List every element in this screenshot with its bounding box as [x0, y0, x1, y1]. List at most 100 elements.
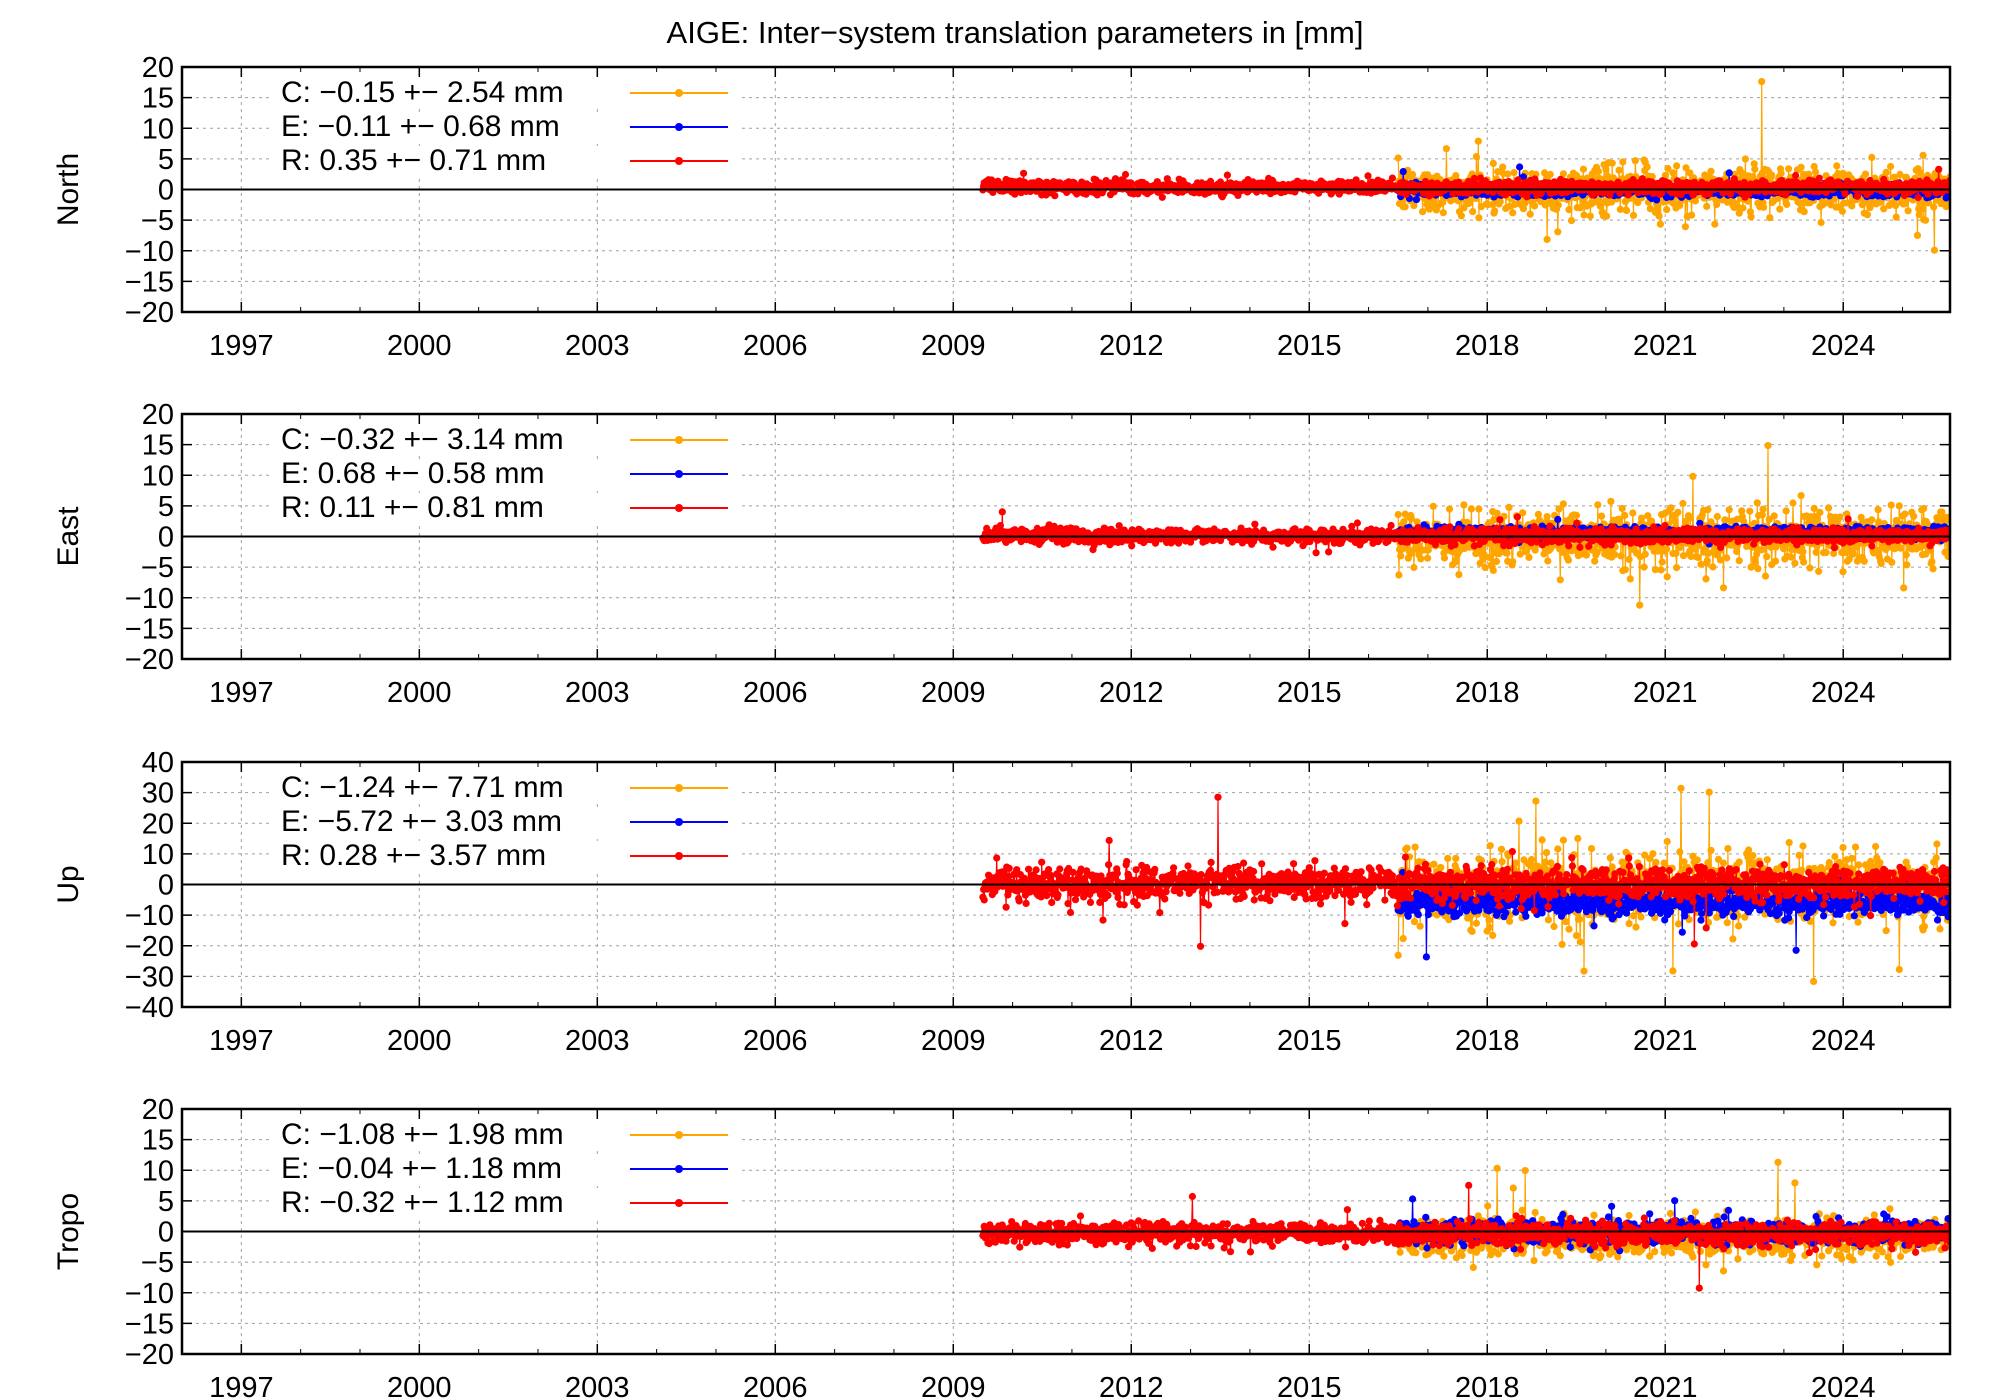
data-point — [1930, 203, 1938, 211]
data-point — [1694, 553, 1702, 562]
data-point — [1813, 515, 1821, 523]
data-point — [1401, 203, 1409, 211]
data-point — [1719, 584, 1728, 592]
data-point — [1929, 565, 1937, 573]
data-point — [1629, 509, 1637, 517]
data-point — [1833, 162, 1841, 170]
data-point — [1480, 550, 1488, 558]
data-point — [1460, 204, 1468, 212]
data-point — [1616, 515, 1624, 524]
data-point — [1618, 504, 1626, 513]
data-point — [1490, 516, 1498, 524]
data-point — [1651, 566, 1659, 574]
data-point — [1776, 205, 1784, 213]
data-point — [1493, 509, 1501, 517]
data-point — [1598, 512, 1606, 520]
data-point — [1394, 154, 1402, 162]
plot-frame — [180, 65, 1952, 314]
data-point — [1572, 511, 1581, 519]
data-point — [1857, 513, 1865, 522]
data-point — [1747, 213, 1755, 221]
data-point — [1644, 512, 1652, 520]
data-point — [1631, 157, 1639, 165]
y-tick-label: 0 — [158, 175, 174, 207]
data-point — [1447, 547, 1455, 555]
data-point — [1658, 558, 1666, 566]
data-point — [1424, 546, 1432, 554]
data-point — [1679, 499, 1687, 508]
data-point — [1409, 170, 1417, 179]
series-c — [1394, 78, 1950, 254]
data-point — [1730, 198, 1738, 206]
data-point — [1646, 205, 1654, 213]
data-point — [1845, 555, 1853, 563]
data-point — [1544, 557, 1552, 565]
data-point — [1876, 198, 1884, 206]
data-point — [1158, 193, 1166, 201]
data-point — [1580, 211, 1588, 219]
data-point — [1853, 192, 1862, 200]
data-point — [1789, 499, 1797, 507]
data-point — [1457, 212, 1465, 220]
data-point — [1703, 202, 1711, 210]
data-point — [1935, 165, 1943, 173]
data-point — [1400, 518, 1408, 526]
y-tick-label: −5 — [141, 205, 174, 237]
data-point — [1364, 172, 1372, 180]
data-point — [1504, 170, 1512, 178]
data-point — [1875, 518, 1883, 526]
legend-marker — [675, 157, 683, 165]
data-point — [1703, 557, 1711, 565]
data-point — [1519, 173, 1527, 181]
x-tick-label: 2021 — [1633, 677, 1698, 709]
data-point — [1830, 549, 1838, 558]
data-point — [1516, 163, 1524, 171]
x-tick-label: 1997 — [209, 330, 274, 362]
data-point — [1629, 211, 1638, 219]
data-point — [1448, 196, 1456, 204]
data-point — [1559, 500, 1567, 508]
data-point — [1626, 575, 1634, 583]
y-tick-label: 10 — [142, 460, 174, 492]
x-tick-label: 2009 — [921, 330, 986, 362]
data-point — [1638, 175, 1646, 183]
data-point — [1880, 205, 1888, 213]
data-point — [1492, 557, 1501, 566]
data-point — [1594, 167, 1602, 176]
x-tick-label: 2000 — [387, 330, 452, 362]
data-point — [1930, 246, 1938, 254]
data-point — [1556, 576, 1564, 584]
data-point — [1526, 210, 1534, 218]
data-point — [1918, 205, 1927, 213]
data-point — [1395, 571, 1403, 579]
data-point — [1505, 503, 1513, 511]
legend: C: −0.15 +− 2.54 mmE: −0.11 +− 0.68 mmR:… — [270, 76, 740, 177]
data-point — [1913, 231, 1922, 239]
data-point — [1554, 201, 1562, 209]
data-point — [1885, 543, 1893, 551]
y-tick-label: −15 — [125, 613, 174, 645]
chart-title: AIGE: Inter−system translation parameter… — [667, 15, 1364, 50]
panels-group: 1997 2000 2003 2006 2009 2012 2015 2018 2021 2024… — [52, 52, 1952, 1400]
data-point — [1020, 169, 1028, 177]
data-point — [1621, 511, 1629, 519]
data-point — [1877, 559, 1885, 568]
data-point — [1887, 501, 1895, 509]
data-point — [1758, 546, 1766, 554]
data-point — [1429, 502, 1437, 510]
data-point — [1689, 472, 1697, 480]
data-point — [1494, 168, 1502, 176]
data-point — [1534, 510, 1542, 518]
x-tick-label: 2024 — [1811, 677, 1876, 709]
data-point — [1621, 566, 1629, 574]
x-tick-label: 2012 — [1099, 330, 1164, 362]
data-point — [1944, 552, 1950, 560]
data-point — [1792, 171, 1800, 180]
data-point — [1753, 550, 1761, 558]
data-point — [1761, 572, 1770, 580]
data-point — [1725, 169, 1733, 177]
data-point — [1904, 207, 1912, 215]
data-point — [1656, 220, 1664, 228]
data-point — [1868, 153, 1876, 161]
